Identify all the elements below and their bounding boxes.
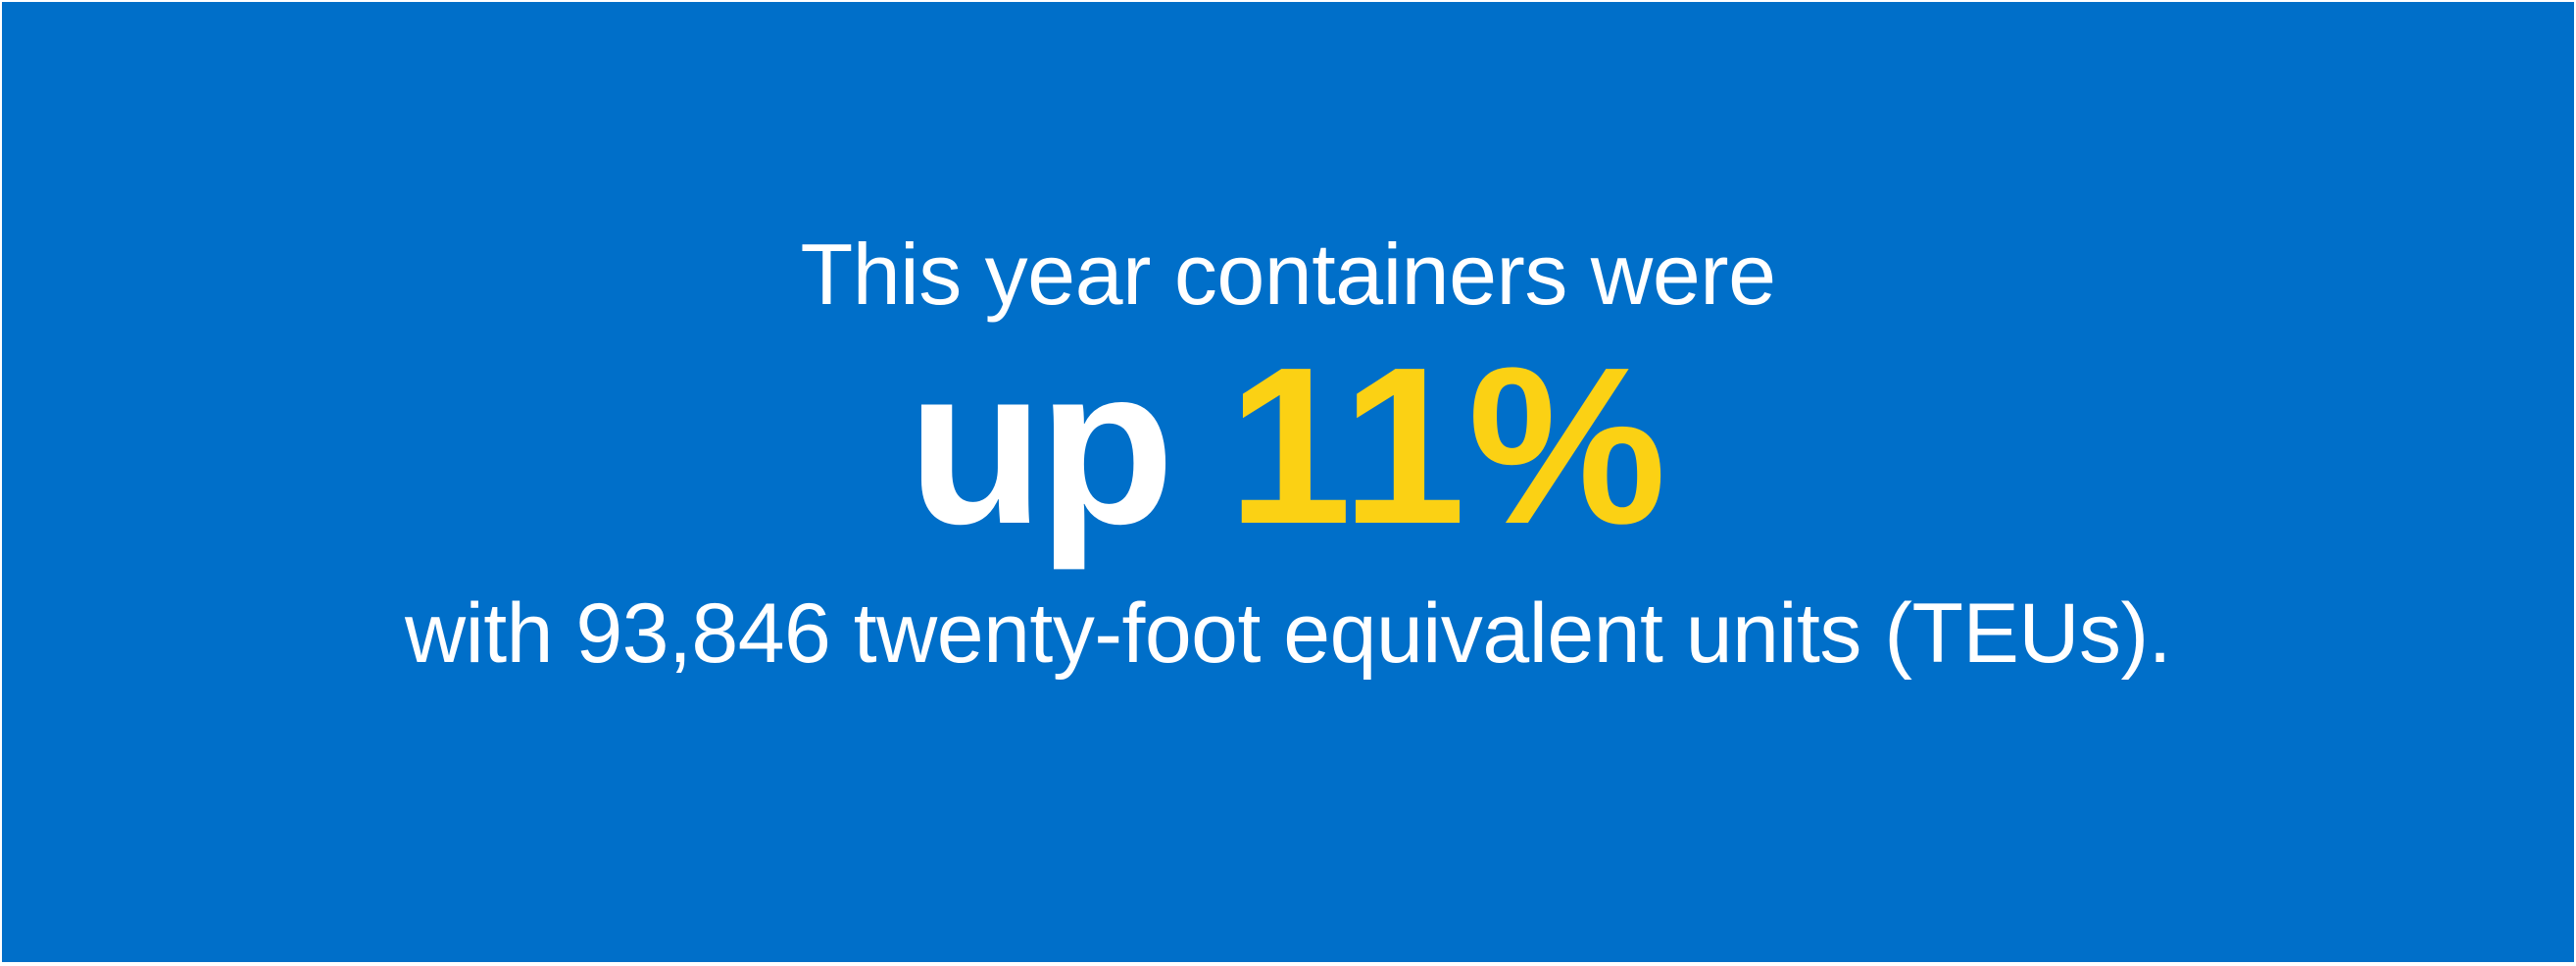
detail-text: with 93,846 twenty-foot equivalent units… <box>405 586 2172 681</box>
intro-text: This year containers were <box>800 226 1776 323</box>
headline-prefix: up <box>907 322 1175 571</box>
headline-stat: up 11% <box>2 314 2574 579</box>
headline-percentage: 11% <box>1227 322 1669 571</box>
